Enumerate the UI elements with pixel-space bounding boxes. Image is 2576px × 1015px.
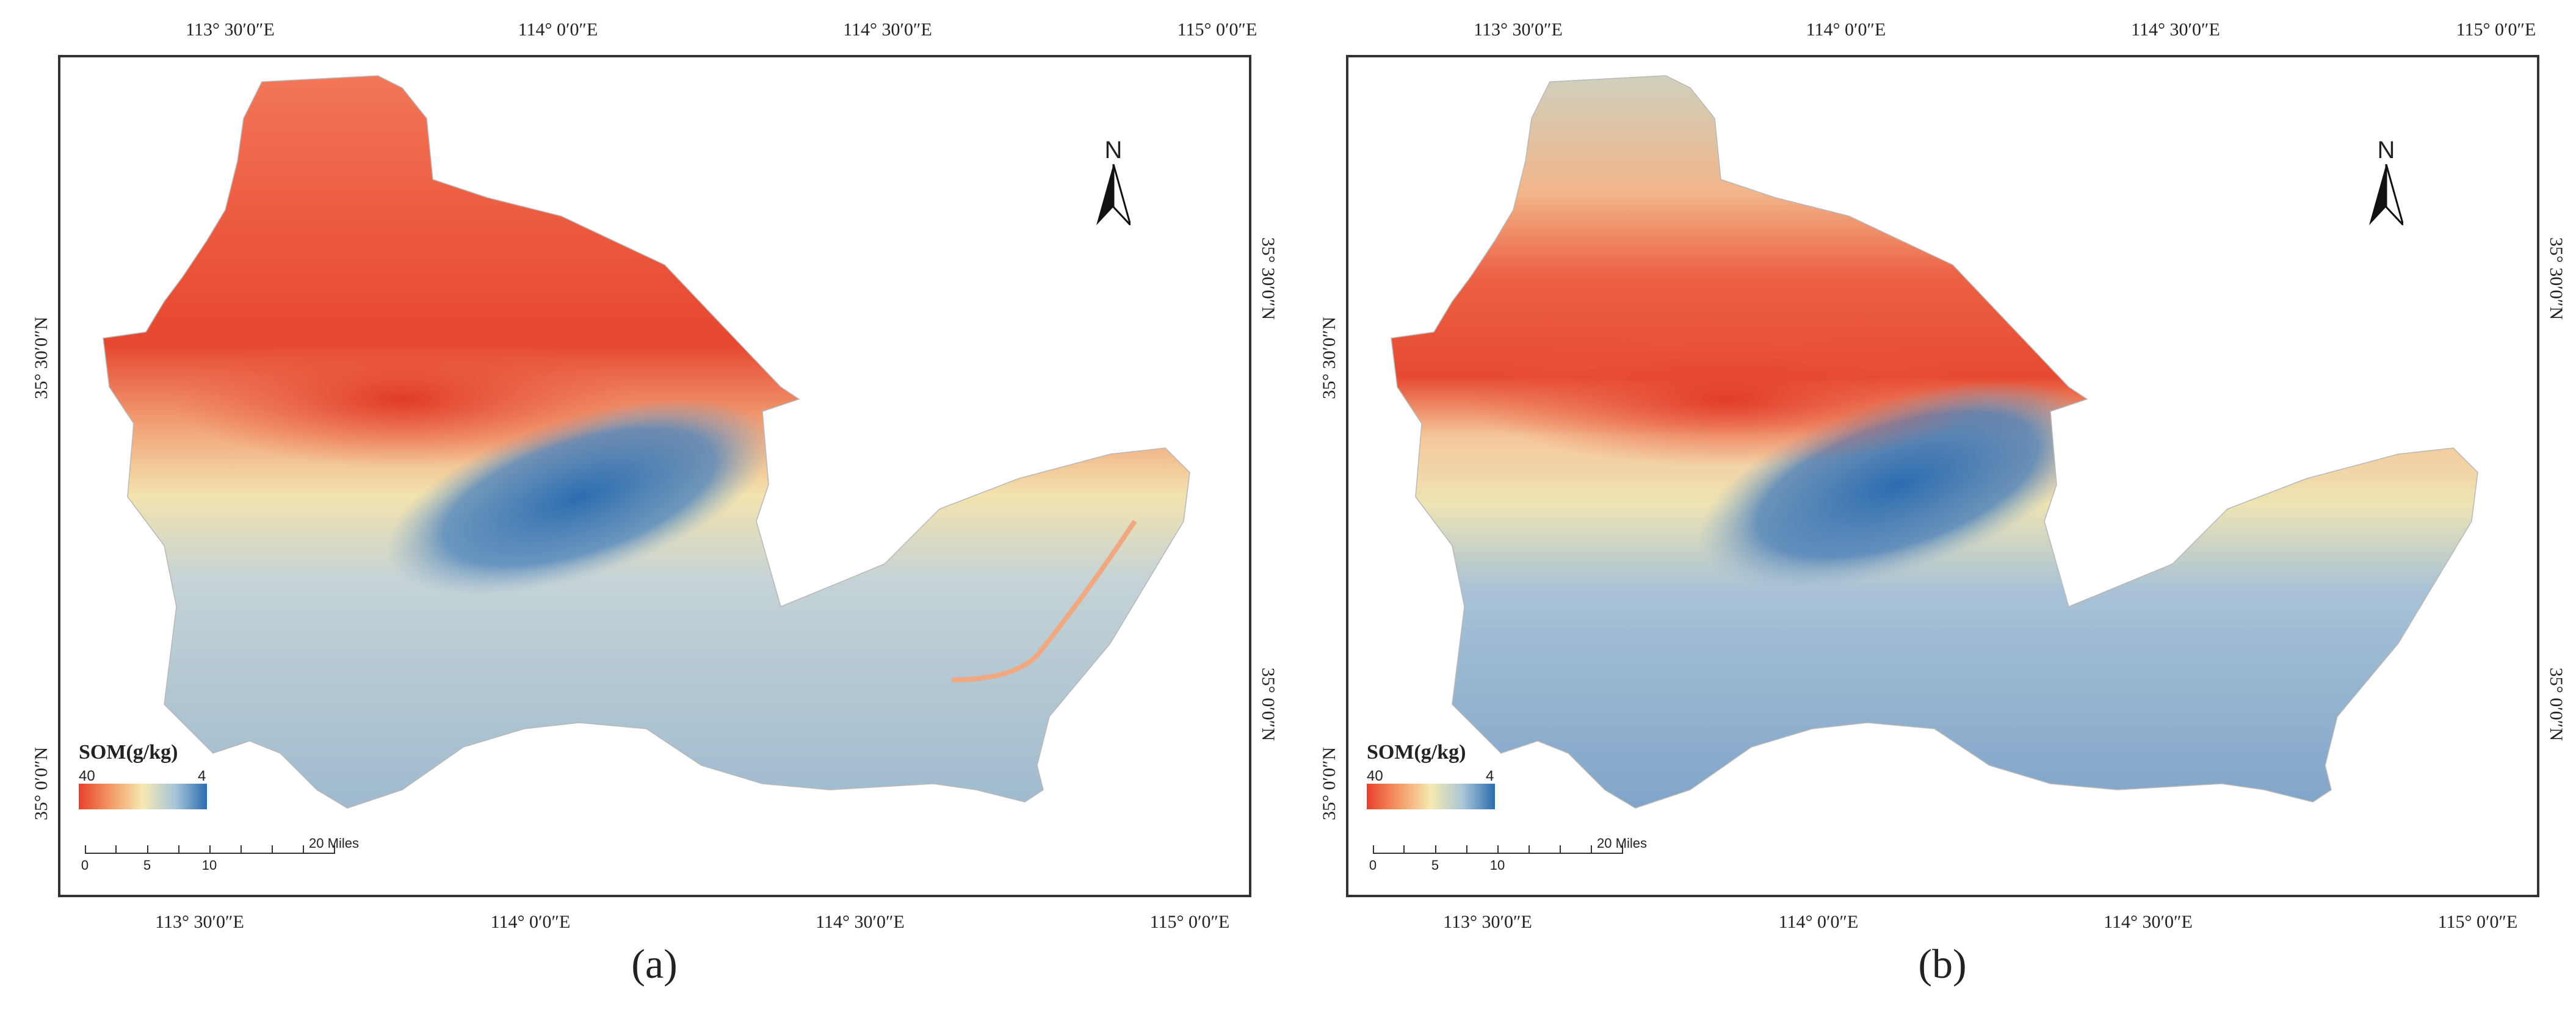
lon-tick: 114° 30′0″E [2131,20,2220,40]
lon-tick: 115° 0′0″E [2437,912,2518,932]
north-label: N [1104,137,1123,164]
lon-tick: 114° 0′0″E [490,912,571,932]
som-map-a [103,75,1190,809]
lon-tick: 114° 30′0″E [843,20,932,40]
study-area-outline [103,75,1190,809]
map-panel-b: 113° 30′0″E 114° 0′0″E 114° 30′0″E 115° … [1319,20,2566,932]
lat-tick: 35° 30′0″N [31,316,51,399]
scale-bar: 0 5 10 20 Miles [79,836,359,878]
legend-high: 40 [79,768,95,784]
lat-tick: 35° 30′0″N [1258,237,1278,320]
scale-label: 10 [201,858,217,873]
lat-tick: 35° 30′0″N [1319,316,1339,399]
scale-label: 0 [1369,858,1377,873]
lat-tick: 35° 0′0″N [1258,667,1278,741]
lon-tick: 114° 0′0″E [518,20,598,40]
north-arrow: N [1089,137,1138,228]
lon-tick: 113° 30′0″E [1474,20,1563,40]
study-area-outline [1391,75,2478,809]
scale-label: 0 [81,858,89,873]
legend-color-ramp [79,784,207,809]
caption-b: (b) [1918,941,1967,987]
lon-tick: 113° 30′0″E [155,912,244,932]
north-arrow-icon [2369,164,2403,225]
lat-tick: 35° 0′0″N [2546,667,2566,741]
lon-tick: 113° 30′0″E [186,20,275,40]
lat-tick: 35° 0′0″N [1319,746,1339,820]
legend-color-ramp [1367,784,1495,809]
map-panel-a: 113° 30′0″E 114° 0′0″E 114° 30′0″E 115° … [31,20,1278,932]
scale-label: 5 [143,858,151,873]
legend-title: SOM(g/kg) [79,741,178,764]
lon-tick: 115° 0′0″E [1177,20,1257,40]
caption-a: (a) [631,941,678,987]
legend-low: 4 [1486,768,1494,784]
som-map-b [1391,75,2478,809]
legend: SOM(g/kg) 40 4 [1367,741,1574,809]
lon-tick: 114° 0′0″E [1806,20,1886,40]
north-arrow-icon [1096,164,1131,225]
legend-high: 40 [1367,768,1383,784]
lon-tick: 113° 30′0″E [1443,912,1532,932]
lon-tick: 114° 30′0″E [816,912,905,932]
lon-tick: 115° 0′0″E [1149,912,1230,932]
lat-tick: 35° 30′0″N [2546,237,2566,320]
north-label: N [2377,137,2395,164]
legend-title: SOM(g/kg) [1367,741,1466,764]
lon-tick: 114° 30′0″E [2104,912,2193,932]
scale-label: 10 [1489,858,1505,873]
legend-low: 4 [198,768,206,784]
legend: SOM(g/kg) 40 4 [79,741,286,809]
lon-tick: 115° 0′0″E [2456,20,2536,40]
lon-tick: 114° 0′0″E [1778,912,1859,932]
lat-tick: 35° 0′0″N [31,746,51,820]
scale-label: 5 [1431,858,1439,873]
north-arrow: N [2362,137,2411,228]
scale-label: 20 Miles [1597,836,1647,851]
scale-bar: 0 5 10 20 Miles [1367,836,1647,878]
scale-label: 20 Miles [309,836,359,851]
